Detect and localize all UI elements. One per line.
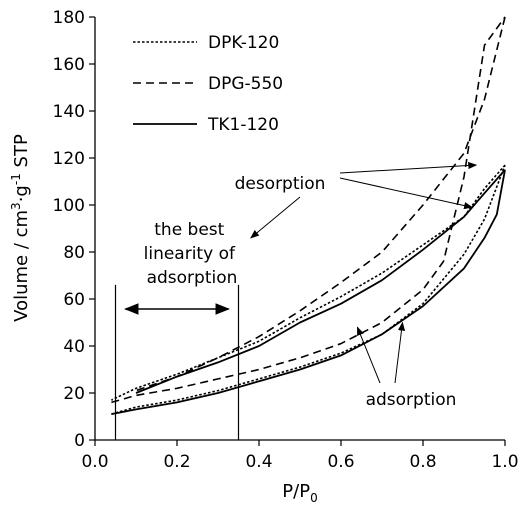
x-tick-label: 0.8 [409,452,436,472]
y-tick-label: 0 [74,431,85,451]
x-tick-label: 1.0 [491,452,518,472]
series-line-tk1-120-adsorption [111,169,506,415]
desorption-arrow [250,196,301,239]
legend-item-tk1-120: TK1-120 [133,115,279,135]
annotation-layer [114,161,478,440]
adsorption-arrow [356,326,381,384]
legend-label-tk1-120: TK1-120 [207,115,279,135]
annotation-desorption: desorption [235,174,326,194]
x-tick-label: 0.2 [163,452,190,472]
adsorption-arrow [394,321,406,384]
y-tick-label: 60 [63,290,85,310]
x-tick-label: 0.4 [245,452,272,472]
y-tick-label: 100 [53,196,85,216]
x-axis-title: P/P0 [282,481,317,505]
x-tick-label: 0.6 [327,452,354,472]
y-tick-label: 40 [63,337,85,357]
series-line-dpg-550-desorption [135,16,506,392]
legend-item-dpk-120: DPK-120 [133,33,279,53]
x-tick-group: 0.0 0.2 0.4 0.6 0.8 1.0 [81,440,519,472]
y-tick-label: 80 [63,243,85,263]
desorption-arrow [339,177,474,210]
y-tick-label: 120 [53,149,85,169]
x-axis: 0.0 0.2 0.4 0.6 0.8 1.0 P/P0 [81,439,519,505]
y-tick-label: 180 [53,8,85,28]
legend-label-dpk-120: DPK-120 [208,33,279,53]
y-tick-label: 20 [63,384,85,404]
x-tick-label: 0.0 [81,452,108,472]
legend-item-dpg-550: DPG-550 [133,74,283,94]
series-line-dpk-120-adsorption [111,164,506,415]
y-tick-group: 0 20 40 60 80 100 120 140 160 180 [53,8,95,451]
series-line-dpg-550-adsorption [111,16,506,404]
desorption-arrow [339,161,478,174]
y-tick-label: 160 [53,55,85,75]
annotation-adsorption: adsorption [366,390,457,410]
y-axis-title: Volume / cm3·g-1 STP [9,134,32,322]
legend: DPK-120 DPG-550 TK1-120 [133,33,283,135]
y-tick-label: 140 [53,102,85,122]
series-layer [111,16,506,415]
annotation-best-linearity: the best linearity of adsorption [144,220,241,288]
y-axis: 0 20 40 60 80 100 120 140 160 180 Volume / cm3·g-… [9,8,96,451]
legend-label-dpg-550: DPG-550 [208,74,283,94]
x-axis-title-subscript: 0 [310,491,318,505]
